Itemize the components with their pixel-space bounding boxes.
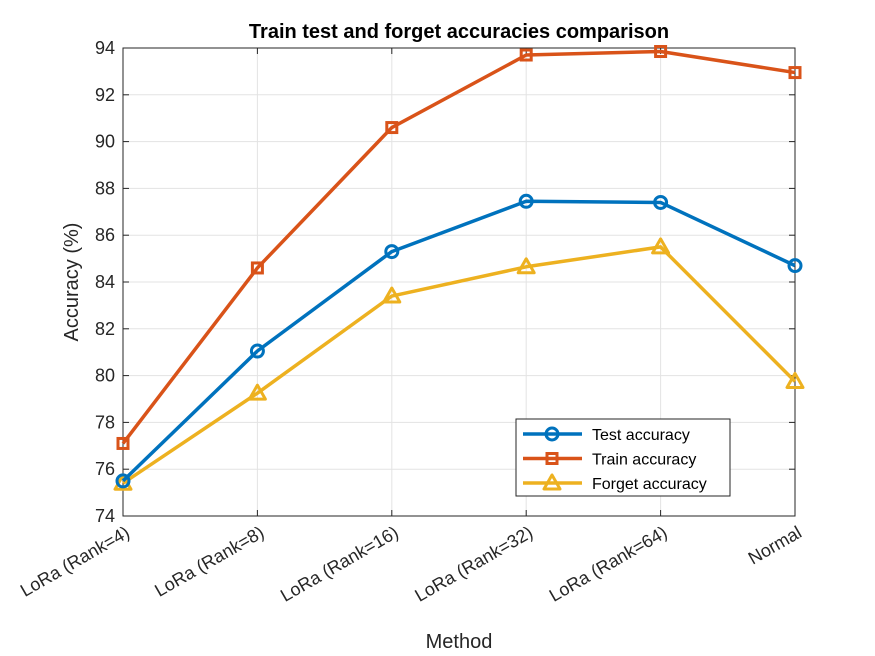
data-point (654, 45, 668, 59)
y-tick-label: 82 (95, 319, 115, 339)
data-point (516, 257, 536, 275)
x-tick-label: LoRa (Rank=8) (151, 522, 267, 601)
y-tick-label: 88 (95, 178, 115, 198)
y-tick-label: 74 (95, 506, 115, 526)
data-point (384, 244, 400, 260)
legend-label: Test accuracy (592, 427, 690, 444)
legend-marker (545, 452, 559, 465)
data-point (385, 121, 399, 135)
y-tick-label: 78 (95, 412, 115, 432)
series-layer (113, 45, 805, 491)
data-point (116, 436, 130, 450)
y-tick-label: 94 (95, 38, 115, 58)
x-tick-label: LoRa (Rank=32) (411, 522, 536, 606)
data-point (788, 66, 802, 80)
data-point (250, 261, 264, 275)
data-point (519, 48, 533, 62)
series-triangle (113, 237, 805, 491)
legend-entry: Train accuracy (523, 452, 696, 469)
y-tick-label: 76 (95, 459, 115, 479)
x-tick-label: LoRa (Rank=64) (546, 522, 671, 606)
x-tick-label: LoRa (Rank=16) (277, 522, 402, 606)
legend: Test accuracy Train accuracy Forget accura… (515, 418, 731, 497)
series-line (122, 245, 797, 485)
series-line (121, 49, 796, 445)
legend-label: Forget accuracy (592, 476, 707, 493)
legend-marker (542, 473, 562, 491)
data-point (787, 258, 803, 274)
data-point (249, 343, 265, 359)
x-tick-label: LoRa (Rank=4) (17, 522, 133, 601)
x-axis-label: Method (426, 631, 493, 653)
legend-label: Train accuracy (592, 452, 696, 469)
data-point (653, 194, 669, 210)
legend-entries: Test accuracy Train accuracy Forget accura… (523, 426, 707, 493)
data-point (785, 371, 805, 389)
legend-marker (544, 426, 560, 442)
y-tick-label: 80 (95, 366, 115, 386)
series-circle (115, 193, 803, 489)
y-axis-label: Accuracy (%) (61, 223, 83, 342)
data-point (247, 383, 267, 401)
series-square (116, 45, 802, 450)
y-tick-label: 86 (95, 225, 115, 245)
series-line (121, 199, 796, 483)
data-point (518, 193, 534, 209)
data-point (651, 237, 671, 255)
data-point (113, 473, 133, 491)
y-tick-label: 90 (95, 132, 115, 152)
y-tick-label: 92 (95, 85, 115, 105)
chart-title: Train test and forget accuracies compari… (249, 21, 669, 43)
y-tick-label: 84 (95, 272, 115, 292)
legend-entry: Test accuracy (523, 426, 690, 444)
data-point (382, 286, 402, 304)
legend-entry: Forget accuracy (523, 473, 707, 493)
x-tick-label: Normal (745, 522, 805, 568)
data-point (115, 473, 131, 489)
